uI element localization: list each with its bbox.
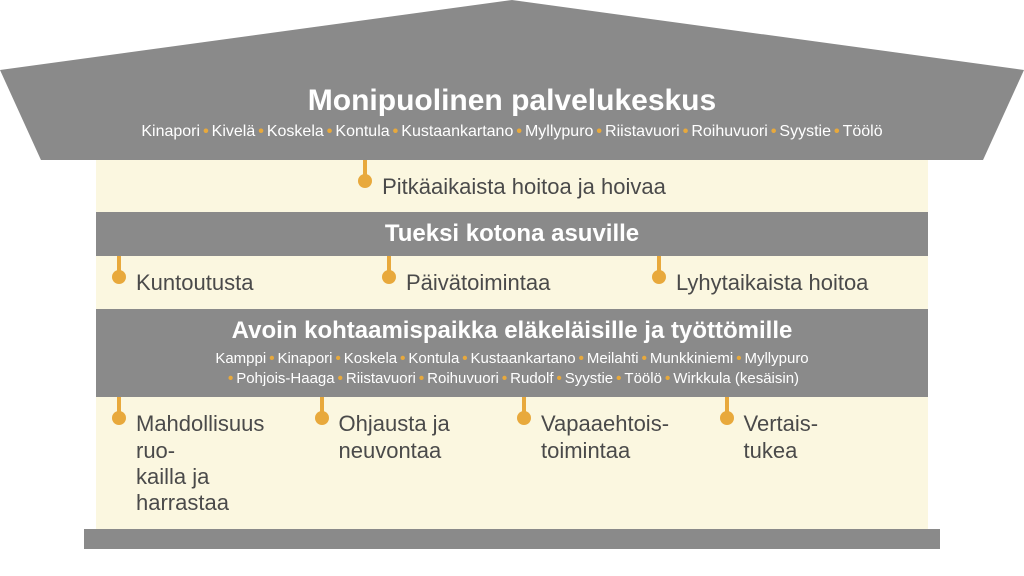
separator-dot: • xyxy=(665,370,670,387)
separator-dot: • xyxy=(203,123,209,140)
bullet-icon xyxy=(720,397,734,425)
house-body: Pitkäaikaista hoitoa ja hoivaa Tueksi ko… xyxy=(96,160,928,549)
separator-dot: • xyxy=(557,370,562,387)
tier3-row: Mahdollisuus ruo-kailla ja harrastaa Ohja… xyxy=(96,397,928,529)
tier2-item: Lyhytaikaista hoitoa xyxy=(652,270,912,296)
tier2-item: Päivätoimintaa xyxy=(382,270,642,296)
tier3-item: Mahdollisuus ruo-kailla ja harrastaa xyxy=(112,411,305,517)
separator-dot: • xyxy=(834,123,840,140)
roof-peak xyxy=(0,0,1024,70)
item-label: Vapaaehtois-toimintaa xyxy=(541,411,669,464)
bullet-icon xyxy=(358,160,372,188)
separator-dot: • xyxy=(516,123,522,140)
separator-dot: • xyxy=(338,370,343,387)
location-label: Kustaankartano xyxy=(471,350,576,367)
location-label: Syystie xyxy=(565,370,613,387)
location-label: Roihuvuori xyxy=(691,123,767,140)
separator-dot: • xyxy=(327,123,333,140)
item-label: Vertais-tukea xyxy=(744,411,819,464)
bullet-icon xyxy=(112,256,126,284)
separator-dot: • xyxy=(400,350,405,367)
bullet-icon xyxy=(517,397,531,425)
separator-dot: • xyxy=(736,350,741,367)
location-label: Roihuvuori xyxy=(427,370,499,387)
location-label: Rudolf xyxy=(510,370,553,387)
tier3-header: Avoin kohtaamispaikka eläkeläisille ja t… xyxy=(96,309,928,398)
location-label: Meilahti xyxy=(587,350,639,367)
tier3-item: Ohjausta janeuvontaa xyxy=(315,411,508,464)
roof-band: Monipuolinen palvelukeskus Kinapori•Kive… xyxy=(0,70,1024,160)
tier3-item: Vertais-tukea xyxy=(720,411,913,464)
location-label: Pohjois-Haaga xyxy=(236,370,334,387)
location-label: Riistavuori xyxy=(605,123,680,140)
location-label: Kamppi xyxy=(215,350,266,367)
roof-title: Monipuolinen palvelukeskus xyxy=(308,84,716,118)
location-label: Myllypuro xyxy=(525,123,593,140)
house-diagram: Monipuolinen palvelukeskus Kinapori•Kive… xyxy=(0,0,1024,576)
house-base xyxy=(84,529,940,549)
location-label: Riistavuori xyxy=(346,370,416,387)
separator-dot: • xyxy=(336,350,341,367)
location-label: Myllypuro xyxy=(744,350,808,367)
separator-dot: • xyxy=(616,370,621,387)
bullet-icon xyxy=(652,256,666,284)
tier2-title: Tueksi kotona asuville xyxy=(116,220,908,248)
location-label: Kontula xyxy=(408,350,459,367)
location-label: Kinapori xyxy=(141,123,200,140)
item-label: Mahdollisuus ruo-kailla ja harrastaa xyxy=(136,411,305,517)
tier2-row: Kuntoutusta Päivätoimintaa Lyhytaikaista h… xyxy=(96,256,928,308)
item-label: Päivätoimintaa xyxy=(406,270,550,296)
separator-dot: • xyxy=(419,370,424,387)
item-label: Pitkäaikaista hoitoa ja hoivaa xyxy=(382,174,666,200)
tier3-title: Avoin kohtaamispaikka eläkeläisille ja t… xyxy=(116,317,908,345)
bullet-icon xyxy=(382,256,396,284)
item-label: Kuntoutusta xyxy=(136,270,253,296)
bullet-icon xyxy=(112,397,126,425)
separator-dot: • xyxy=(642,350,647,367)
separator-dot: • xyxy=(462,350,467,367)
separator-dot: • xyxy=(269,350,274,367)
tier3-locations: Kamppi•Kinapori•Koskela•Kontula•Kustaank… xyxy=(116,349,908,390)
location-label: Munkkiniemi xyxy=(650,350,733,367)
tier2-item: Kuntoutusta xyxy=(112,270,372,296)
location-label: Kontula xyxy=(335,123,389,140)
tier1-row: Pitkäaikaista hoitoa ja hoivaa xyxy=(96,160,928,212)
location-label: Syystie xyxy=(779,123,831,140)
separator-dot: • xyxy=(596,123,602,140)
tier1-item: Pitkäaikaista hoitoa ja hoivaa xyxy=(358,174,666,200)
location-label: Koskela xyxy=(267,123,324,140)
separator-dot: • xyxy=(771,123,777,140)
roof-locations: Kinapori•Kivelä•Koskela•Kontula•Kustaank… xyxy=(141,122,882,143)
location-label: Koskela xyxy=(344,350,397,367)
tier3-item: Vapaaehtois-toimintaa xyxy=(517,411,710,464)
separator-dot: • xyxy=(393,123,399,140)
separator-dot: • xyxy=(683,123,689,140)
separator-dot: • xyxy=(228,370,233,387)
separator-dot: • xyxy=(502,370,507,387)
location-label: Kustaankartano xyxy=(401,123,513,140)
location-label: Kivelä xyxy=(212,123,256,140)
tier2-header: Tueksi kotona asuville xyxy=(96,212,928,256)
separator-dot: • xyxy=(258,123,264,140)
separator-dot: • xyxy=(579,350,584,367)
item-label: Ohjausta janeuvontaa xyxy=(339,411,450,464)
bullet-icon xyxy=(315,397,329,425)
location-label: Töölö xyxy=(843,123,883,140)
location-label: Kinapori xyxy=(277,350,332,367)
location-label: Töölö xyxy=(624,370,662,387)
location-label: Wirkkula (kesäisin) xyxy=(673,370,799,387)
item-label: Lyhytaikaista hoitoa xyxy=(676,270,868,296)
